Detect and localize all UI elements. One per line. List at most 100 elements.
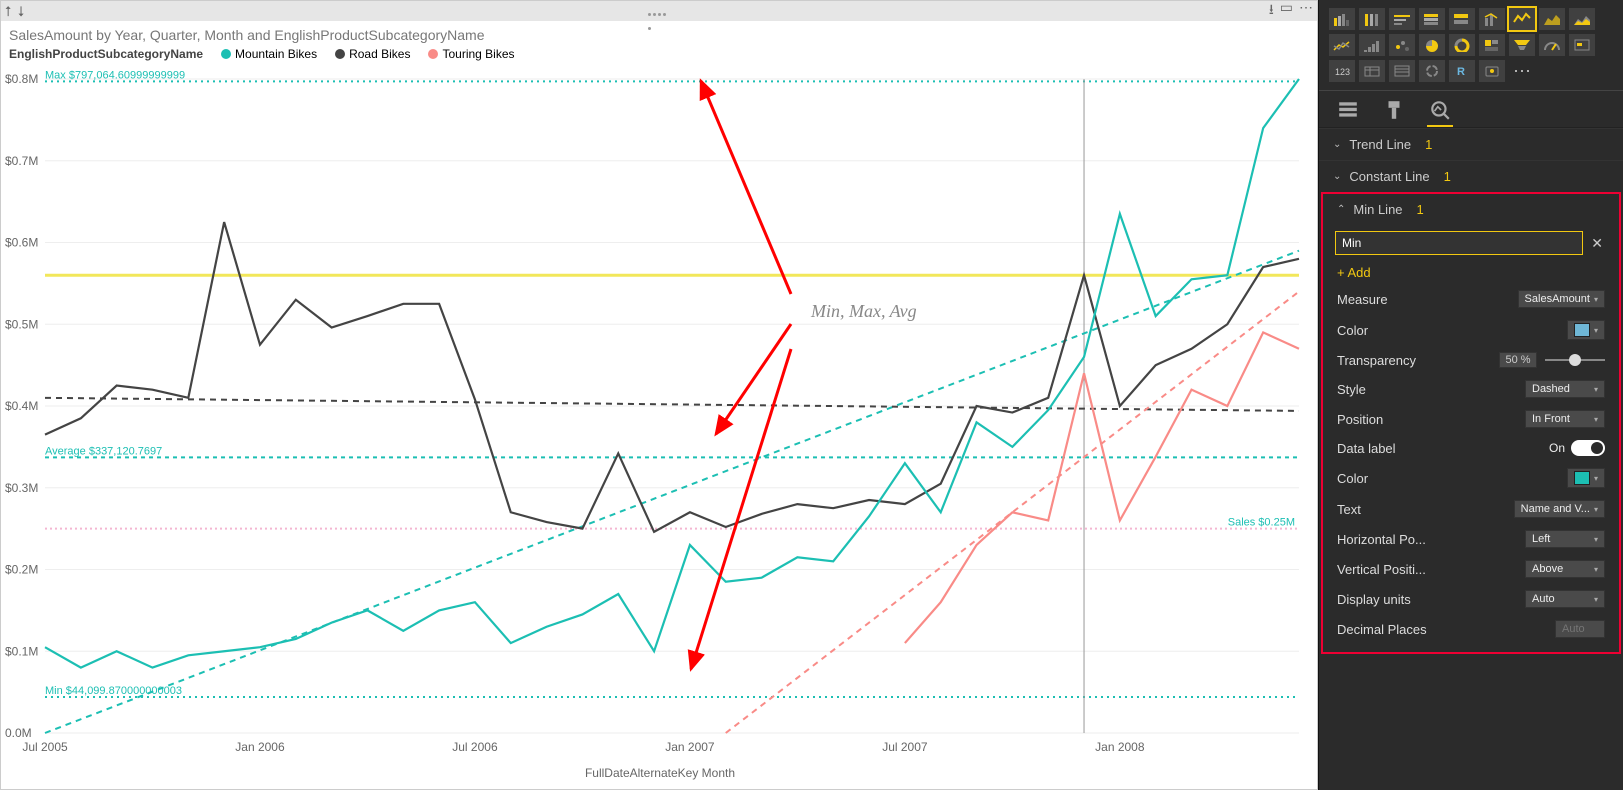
style-dropdown[interactable]: Dashed▾ [1525,380,1605,398]
chart-canvas: ⭡ ⭣ ⭳ ▭ ⋯ SalesAmount by Year, Quarter, … [0,0,1318,790]
viz-tile-12[interactable] [1419,34,1445,56]
text-dropdown[interactable]: Name and V...▾ [1514,500,1605,518]
svg-text:Jul 2007: Jul 2007 [882,740,928,754]
text-row: Text Name and V...▾ [1323,494,1619,524]
svg-text:$0.1M: $0.1M [5,644,38,658]
viz-tile-18[interactable]: 123 [1329,60,1355,82]
viz-tile-1[interactable] [1359,8,1385,30]
svg-text:$0.8M: $0.8M [5,72,38,86]
fields-tab-icon[interactable] [1337,99,1359,121]
constant-line-section[interactable]: ⌄ Constant Line 1 [1319,160,1623,192]
svg-text:$0.4M: $0.4M [5,399,38,413]
vpos-row: Vertical Positi... Above▾ [1323,554,1619,584]
svg-text:$0.6M: $0.6M [5,236,38,250]
chevron-down-icon: ⌄ [1333,171,1341,182]
viz-tile-14[interactable] [1479,34,1505,56]
svg-text:Max $797,064.60999999999: Max $797,064.60999999999 [45,69,185,81]
analytics-tab-icon[interactable] [1429,99,1451,121]
viz-tile-3[interactable] [1419,8,1445,30]
remove-line-icon[interactable]: ✕ [1587,235,1607,252]
viz-tile-20[interactable] [1389,60,1415,82]
viz-tile-23[interactable] [1479,60,1505,82]
drilldown-icon[interactable]: ⭣ [18,3,25,20]
transparency-slider[interactable] [1545,359,1605,361]
chart-title: SalesAmount by Year, Quarter, Month and … [1,21,1317,45]
export-icon[interactable]: ⭳ [1269,0,1274,23]
svg-text:Jul 2006: Jul 2006 [452,740,498,754]
viz-tile-22[interactable]: R [1449,60,1475,82]
format-tab-icon[interactable] [1383,99,1405,121]
viz-tile-4[interactable] [1449,8,1475,30]
focus-icon[interactable]: ▭ [1280,0,1293,23]
chevron-down-icon: ⌄ [1333,139,1341,150]
min-line-section: ⌃ Min Line 1 ✕ + Add Measure SalesAmount… [1321,192,1621,654]
min-line-name-input[interactable] [1335,231,1583,255]
viz-tile-6[interactable] [1509,8,1535,30]
svg-text:Jan 2006: Jan 2006 [235,740,285,754]
svg-text:R: R [1457,66,1465,78]
chart-plot: 0.0M $0.1M $0.2M $0.3M $0.4M $0.5M $0.6M $0.7M $… [1,69,1317,789]
viz-tile-21[interactable] [1419,60,1445,82]
svg-text:Min, Max, Avg: Min, Max, Avg [810,301,917,321]
position-row: Position In Front▾ [1323,404,1619,434]
svg-text:Jan 2007: Jan 2007 [665,740,715,754]
datalabel-toggle[interactable] [1571,440,1605,456]
color-dropdown[interactable]: ▾ [1567,320,1605,340]
transparency-row: Transparency 50 % [1323,346,1619,374]
svg-text:Sales $0.25M: Sales $0.25M [1228,517,1295,529]
viz-tile-19[interactable] [1359,60,1385,82]
svg-text:Average $337,120.7697: Average $337,120.7697 [45,445,162,457]
viz-tile-8[interactable] [1569,8,1595,30]
panel-tabs [1319,90,1623,128]
viz-tile-0[interactable] [1329,8,1355,30]
units-row: Display units Auto▾ [1323,584,1619,614]
min-line-header[interactable]: ⌃ Min Line 1 [1323,194,1619,225]
decimal-input[interactable] [1555,620,1605,638]
viz-tile-17[interactable] [1569,34,1595,56]
more-icon[interactable]: ⋯ [1299,0,1313,23]
viz-tile-13[interactable] [1449,34,1475,56]
dlcolor-row: Color ▾ [1323,462,1619,494]
legend-item-road[interactable]: Road Bikes [335,47,410,61]
legend-item-mountain[interactable]: Mountain Bikes [221,47,317,61]
viz-tile-2[interactable] [1389,8,1415,30]
datalabel-row: Data label On [1323,434,1619,462]
hpos-dropdown[interactable]: Left▾ [1525,530,1605,548]
svg-text:Jan 2008: Jan 2008 [1095,740,1145,754]
vpos-dropdown[interactable]: Above▾ [1525,560,1605,578]
viz-tile-11[interactable] [1389,34,1415,56]
legend-item-touring[interactable]: Touring Bikes [428,47,514,61]
svg-text:$0.3M: $0.3M [5,481,38,495]
dlcolor-dropdown[interactable]: ▾ [1567,468,1605,488]
visualizations-panel: 123 R ⋯ ⌄ Trend Line 1 ⌄ Constant Line 1 ⌃… [1318,0,1623,790]
decimal-row: Decimal Places [1323,614,1619,644]
viz-tile-16[interactable] [1539,34,1565,56]
svg-text:Min $44,099.870000000003: Min $44,099.870000000003 [45,685,182,697]
svg-text:123: 123 [1335,67,1350,77]
color-row: Color ▾ [1323,314,1619,346]
viz-type-grid: 123 R ⋯ [1319,0,1623,90]
svg-text:$0.2M: $0.2M [5,563,38,577]
drillup-icon[interactable]: ⭡ [5,3,12,20]
viz-tile-7[interactable] [1539,8,1565,30]
viz-tile-9[interactable] [1329,34,1355,56]
svg-text:$0.5M: $0.5M [5,317,38,331]
measure-dropdown[interactable]: SalesAmount▾ [1518,290,1605,308]
viz-tile-5[interactable] [1479,8,1505,30]
add-line-button[interactable]: + Add [1323,261,1619,284]
trend-line-section[interactable]: ⌄ Trend Line 1 [1319,128,1623,160]
position-dropdown[interactable]: In Front▾ [1525,410,1605,428]
svg-text:Jul 2005: Jul 2005 [22,740,68,754]
svg-text:$0.7M: $0.7M [5,154,38,168]
hpos-row: Horizontal Po... Left▾ [1323,524,1619,554]
units-dropdown[interactable]: Auto▾ [1525,590,1605,608]
chart-topbar: ⭡ ⭣ ⭳ ▭ ⋯ [1,1,1317,21]
legend-title: EnglishProductSubcategoryName [9,47,203,61]
grip-handle[interactable] [647,5,671,9]
viz-more-icon[interactable]: ⋯ [1509,60,1535,82]
svg-text:FullDateAlternateKey Month: FullDateAlternateKey Month [585,766,735,780]
svg-text:0.0M: 0.0M [5,726,32,740]
viz-tile-10[interactable] [1359,34,1385,56]
measure-row: Measure SalesAmount▾ [1323,284,1619,314]
viz-tile-15[interactable] [1509,34,1535,56]
